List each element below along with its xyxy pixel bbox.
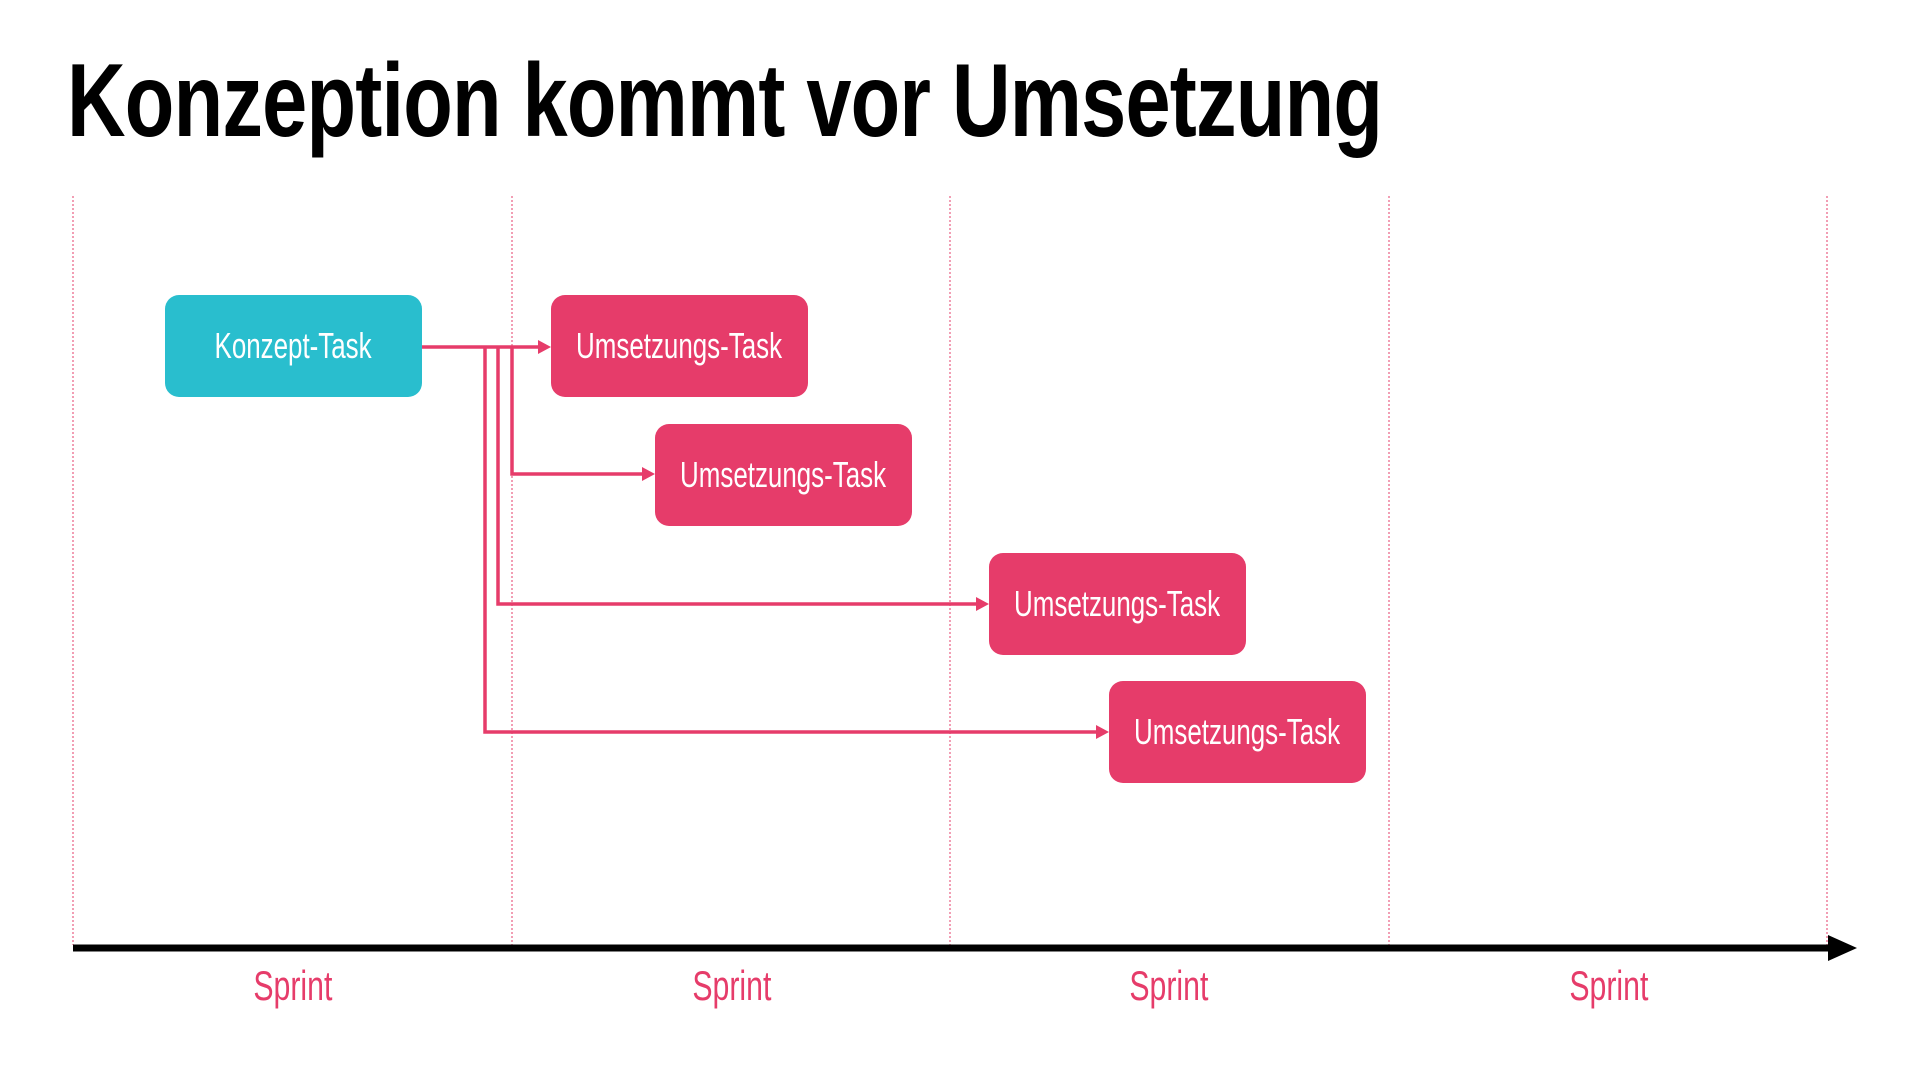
sprint-label-text: Sprint [253, 962, 333, 1009]
connector-arrow-2 [510, 347, 644, 476]
implementation-task-box: Umsetzungs-Task [989, 553, 1246, 655]
page-title: Konzeption kommt vor Umsetzung [67, 43, 1383, 159]
arrowhead [1096, 725, 1109, 739]
implementation-task-box: Umsetzungs-Task [551, 295, 808, 397]
implementation-task-label: Umsetzungs-Task [680, 454, 887, 495]
concept-task-box: Konzept-Task [165, 295, 422, 397]
connector-arrow-3 [496, 347, 978, 606]
implementation-task-label: Umsetzungs-Task [576, 325, 783, 366]
timeline-arrowhead-icon [1828, 935, 1857, 961]
arrowhead [976, 597, 989, 611]
sprint-label-text: Sprint [1129, 962, 1209, 1009]
sprint-label-text: Sprint [1569, 962, 1649, 1009]
sprint-label-text: Sprint [692, 962, 772, 1009]
arrowhead [642, 467, 655, 481]
sprint-label: Sprint [193, 962, 393, 1010]
sprint-label: Sprint [632, 962, 832, 1010]
concept-task-label: Konzept-Task [214, 325, 373, 366]
sprint-label: Sprint [1069, 962, 1269, 1010]
implementation-task-box: Umsetzungs-Task [655, 424, 912, 526]
implementation-task-label: Umsetzungs-Task [1134, 711, 1341, 752]
implementation-task-label: Umsetzungs-Task [1014, 583, 1221, 624]
arrowhead [538, 340, 551, 354]
implementation-task-box: Umsetzungs-Task [1109, 681, 1366, 783]
sprint-label: Sprint [1509, 962, 1709, 1010]
connector-arrow-4 [483, 347, 1098, 734]
